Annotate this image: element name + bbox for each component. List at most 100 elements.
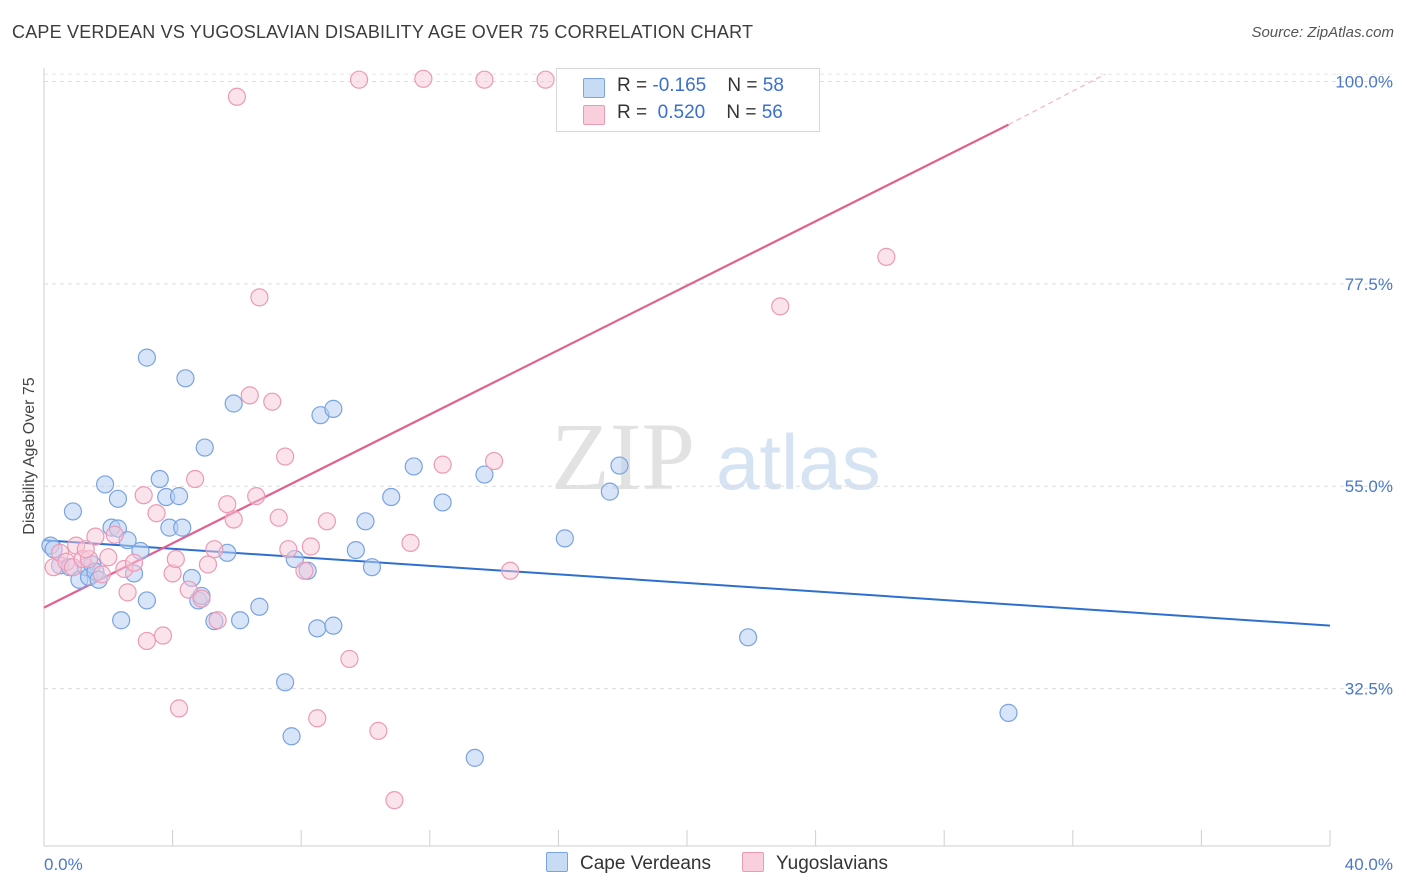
point-yugoslavian bbox=[227, 87, 246, 106]
point-yugoslavian bbox=[401, 533, 420, 552]
legend-r-value: 0.520 bbox=[652, 102, 706, 123]
legend-r-value: -0.165 bbox=[652, 75, 707, 96]
point-cape-verdean bbox=[465, 748, 484, 767]
legend-n-label: N = bbox=[726, 102, 762, 123]
point-cape-verdean bbox=[433, 493, 452, 512]
watermark: ZIP atlas bbox=[551, 403, 881, 510]
legend-swatch-blue bbox=[583, 78, 605, 98]
point-cape-verdean bbox=[356, 512, 375, 531]
point-yugoslavian bbox=[92, 565, 111, 584]
point-yugoslavian bbox=[169, 699, 189, 718]
point-cape-verdean bbox=[95, 475, 115, 494]
trend-line-cape-verdeans bbox=[43, 539, 1331, 627]
legend-r-label: R = bbox=[617, 75, 653, 96]
watermark-zip: ZIP bbox=[551, 403, 695, 510]
x-tick-label: 40.0% bbox=[1345, 855, 1393, 874]
point-yugoslavian bbox=[137, 631, 156, 651]
point-cape-verdean bbox=[63, 502, 83, 521]
point-yugoslavian bbox=[205, 540, 224, 559]
point-cape-verdean bbox=[224, 394, 243, 413]
trend-line-yugoslavians bbox=[43, 123, 1009, 609]
point-yugoslavian bbox=[263, 392, 282, 411]
y-tick-label: 77.5% bbox=[1345, 275, 1393, 294]
point-yugoslavian bbox=[414, 69, 433, 88]
point-cape-verdean bbox=[137, 348, 156, 367]
y-tick-label: 55.0% bbox=[1345, 477, 1393, 496]
bottom-legend-swatch-pink bbox=[742, 852, 764, 872]
point-cape-verdean bbox=[282, 727, 301, 746]
point-yugoslavian bbox=[771, 297, 790, 316]
point-yugoslavian bbox=[198, 555, 218, 574]
bottom-legend-label: Yugoslavians bbox=[776, 853, 888, 874]
point-cape-verdean bbox=[475, 465, 494, 484]
point-yugoslavian bbox=[269, 508, 288, 527]
bottom-legend-cape-verdeans: Cape Verdeans bbox=[546, 852, 711, 875]
data-points bbox=[41, 69, 1018, 810]
axes bbox=[43, 68, 1331, 847]
point-yugoslavian bbox=[369, 721, 388, 740]
legend-n-value: 58 bbox=[762, 75, 784, 96]
y-tick-label: 100.0% bbox=[1335, 72, 1393, 91]
legend-n-value: 56 bbox=[761, 102, 783, 123]
point-yugoslavian bbox=[147, 504, 166, 523]
legend-r-label: R = bbox=[617, 102, 653, 123]
point-cape-verdean bbox=[112, 611, 131, 630]
y-tick-label: 32.5% bbox=[1345, 680, 1393, 699]
y-axis-label: Disability Age Over 75 bbox=[21, 377, 38, 535]
point-yugoslavian bbox=[279, 540, 298, 559]
point-cape-verdean bbox=[173, 518, 192, 537]
point-yugoslavian bbox=[475, 70, 494, 89]
point-yugoslavian bbox=[166, 549, 185, 569]
point-yugoslavian bbox=[76, 540, 95, 559]
x-tick-labels: 0.0% 40.0% bbox=[44, 855, 1393, 874]
point-yugoslavian bbox=[349, 70, 369, 89]
trend-line-yugoslavians-extension bbox=[1008, 73, 1106, 126]
watermark-atlas: atlas bbox=[716, 418, 881, 506]
point-yugoslavian bbox=[105, 525, 124, 544]
source-credit: Source: ZipAtlas.com bbox=[1251, 24, 1394, 41]
point-cape-verdean bbox=[999, 703, 1018, 722]
point-cape-verdean bbox=[169, 487, 189, 506]
point-yugoslavian bbox=[501, 561, 520, 580]
legend-text: R = -0.165 N = 58 bbox=[617, 75, 784, 97]
point-yugoslavian bbox=[276, 447, 295, 466]
legend-swatch-pink bbox=[583, 105, 605, 125]
point-yugoslavian bbox=[295, 561, 314, 580]
point-yugoslavian bbox=[301, 537, 320, 556]
point-yugoslavian bbox=[86, 527, 105, 546]
point-cape-verdean bbox=[231, 611, 250, 630]
point-yugoslavian bbox=[250, 288, 269, 307]
point-yugoslavian bbox=[153, 626, 173, 645]
point-cape-verdean bbox=[150, 469, 169, 489]
legend-n-label: N = bbox=[727, 75, 763, 96]
point-yugoslavian bbox=[208, 611, 227, 630]
point-yugoslavian bbox=[134, 486, 153, 505]
point-cape-verdean bbox=[404, 457, 423, 476]
point-cape-verdean bbox=[276, 673, 295, 692]
point-cape-verdean bbox=[600, 482, 619, 501]
trend-lines bbox=[43, 73, 1331, 627]
point-yugoslavian bbox=[385, 791, 404, 810]
point-yugoslavian bbox=[240, 386, 259, 405]
point-cape-verdean bbox=[362, 558, 382, 577]
point-yugoslavian bbox=[218, 495, 237, 514]
point-cape-verdean bbox=[250, 597, 269, 616]
point-yugoslavian bbox=[433, 455, 452, 474]
point-cape-verdean bbox=[738, 628, 758, 647]
point-yugoslavian bbox=[485, 451, 504, 471]
bottom-legend-swatch-blue bbox=[546, 852, 568, 872]
point-yugoslavian bbox=[308, 709, 327, 728]
x-tick-label: 0.0% bbox=[44, 855, 83, 874]
point-cape-verdean bbox=[195, 438, 214, 457]
point-cape-verdean bbox=[610, 456, 629, 475]
legend-text: R = 0.520 N = 56 bbox=[617, 102, 783, 124]
point-yugoslavian bbox=[536, 70, 555, 89]
point-cape-verdean bbox=[555, 529, 574, 548]
point-cape-verdean bbox=[346, 540, 365, 560]
point-yugoslavian bbox=[99, 548, 118, 567]
grid-lines bbox=[44, 73, 1394, 690]
point-yugoslavian bbox=[124, 553, 144, 572]
point-yugoslavian bbox=[340, 649, 359, 669]
point-yugoslavian bbox=[247, 487, 266, 506]
